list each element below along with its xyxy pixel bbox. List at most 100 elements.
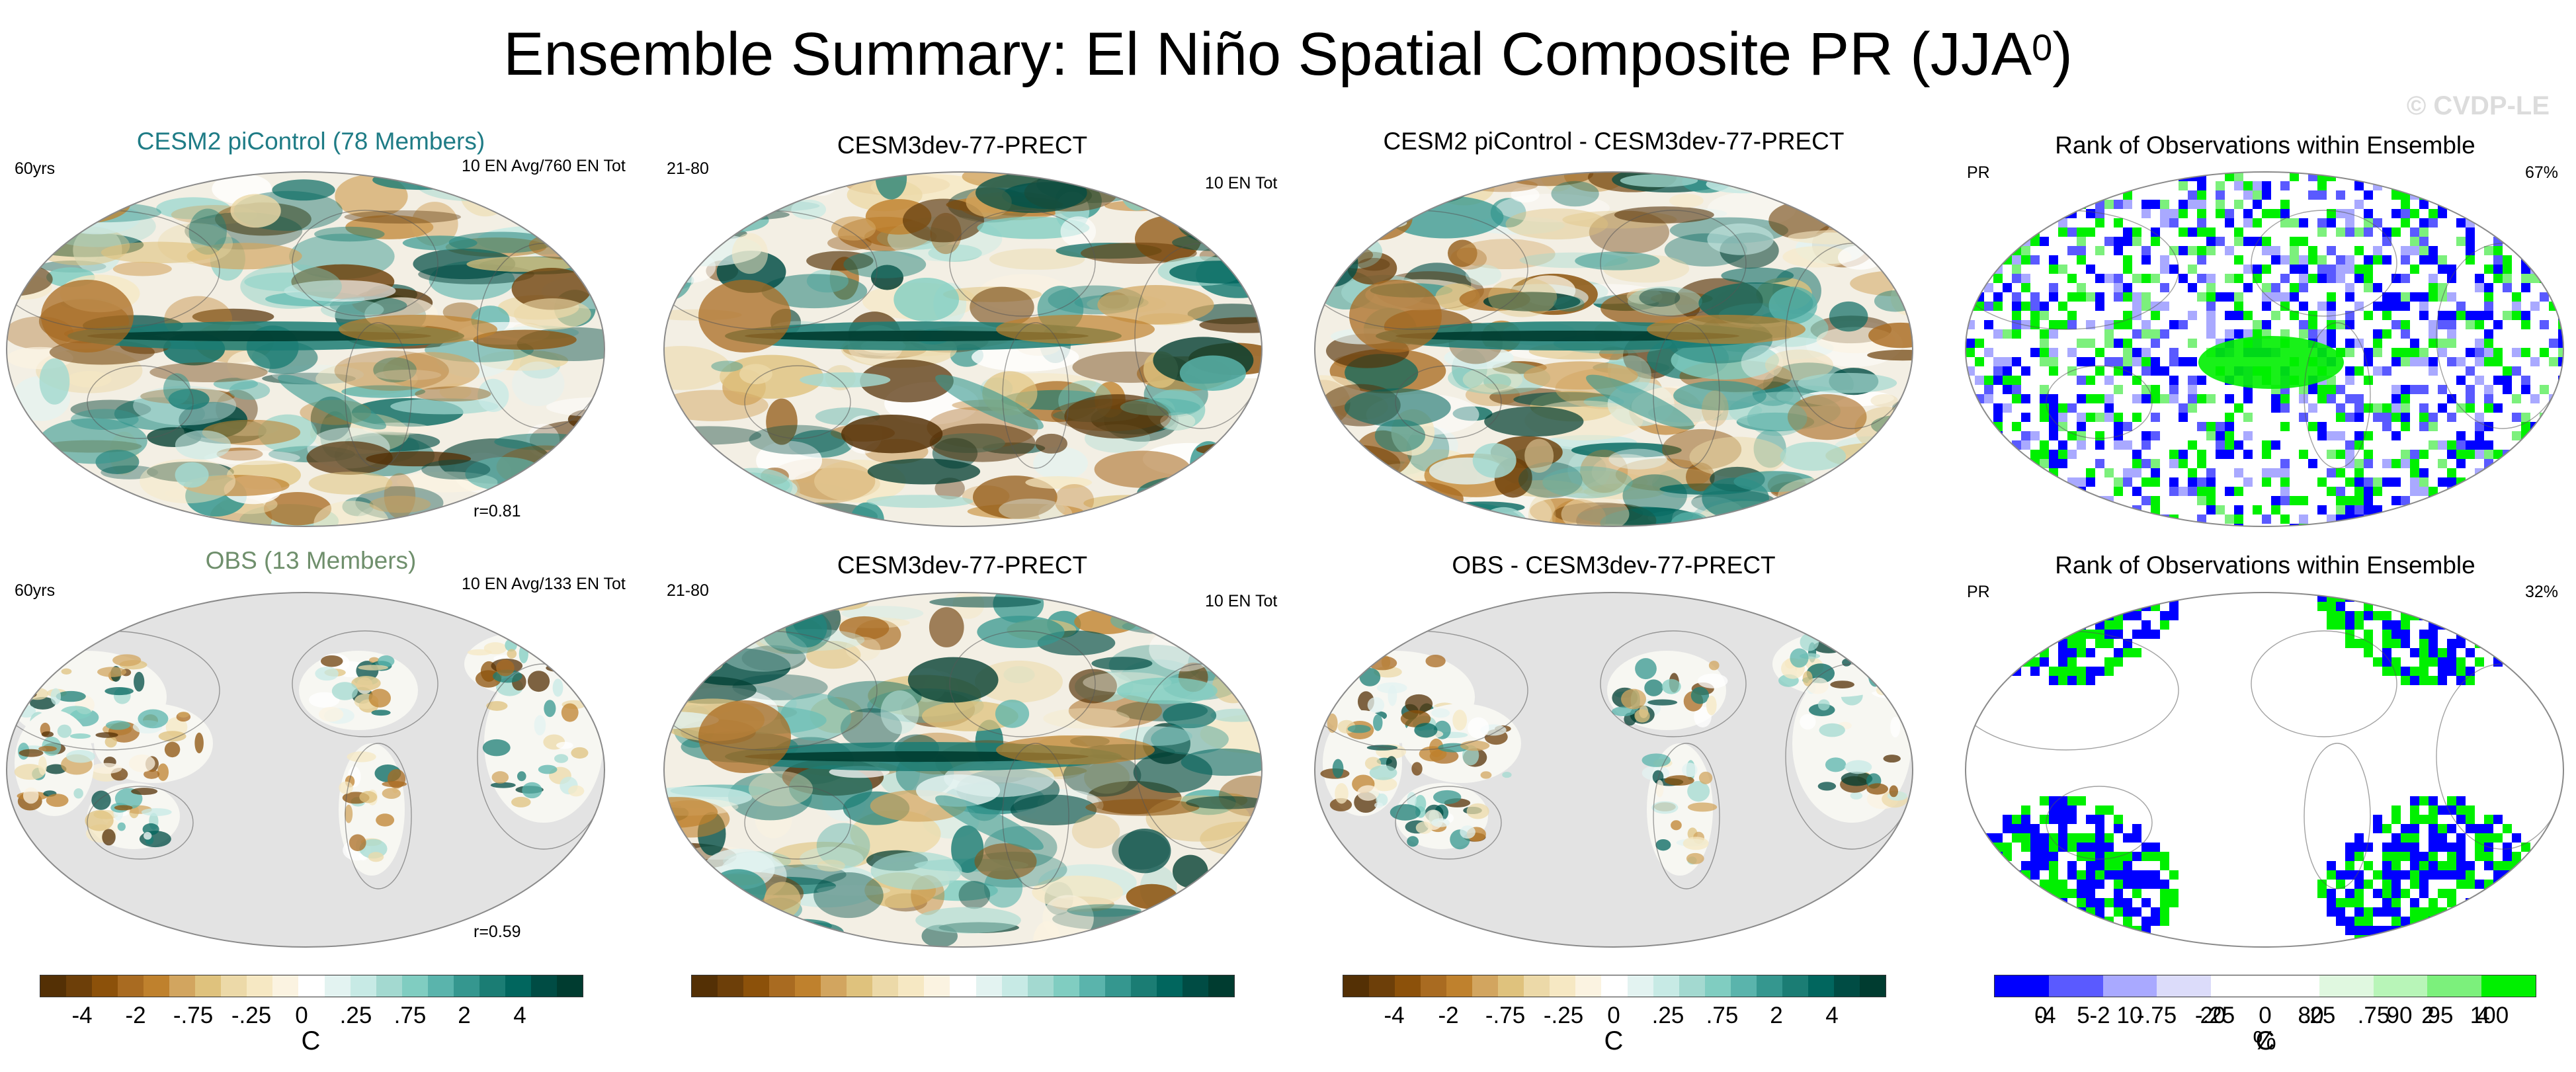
dry-anomaly-atlantic — [339, 315, 497, 344]
rank-cell — [1993, 209, 2003, 218]
rank-cell — [2530, 620, 2540, 630]
rank-cell — [2058, 648, 2067, 657]
colorbar-rank-tick: 100 — [2470, 1003, 2509, 1028]
rank-cell — [1993, 889, 2003, 898]
rank-cell — [2160, 889, 2169, 898]
land-anomaly — [1376, 682, 1407, 694]
rank-cell — [2345, 889, 2354, 898]
rank-cell — [2114, 630, 2123, 639]
rank-cell — [2179, 524, 2188, 526]
anomaly-blob — [1765, 509, 1817, 526]
rank-cell — [2114, 907, 2123, 917]
anomaly-blob — [1144, 192, 1177, 208]
land-anomaly — [491, 771, 509, 784]
rank-cell — [2401, 357, 2410, 366]
rank-cell — [2364, 431, 2373, 440]
rank-cell — [2243, 450, 2253, 459]
anomaly-blob — [850, 502, 884, 526]
rank-cell — [2040, 611, 2049, 620]
rank-cell — [2354, 505, 2364, 515]
rank-cell — [2067, 487, 2077, 496]
rank-cell — [2391, 657, 2401, 667]
rank-cell — [2049, 265, 2058, 274]
rank-cell — [2429, 320, 2438, 329]
anomaly-blob — [67, 371, 112, 388]
rank-cell — [2253, 200, 2262, 209]
rank-cell — [2086, 413, 2095, 422]
rank-cell — [2151, 630, 2160, 639]
rank-cell — [2012, 422, 2021, 431]
anomaly-blob — [192, 308, 274, 325]
rank-cell — [2021, 320, 2030, 329]
land-anomaly — [1367, 697, 1385, 714]
colorbar-swatch — [872, 975, 899, 997]
rank-cell — [2521, 200, 2530, 209]
rank-cell — [2234, 311, 2243, 320]
rank-cell — [2447, 639, 2456, 648]
rank-cell — [2503, 376, 2512, 385]
panel-5-left-label: 60yrs — [15, 581, 56, 600]
rank-cell — [2336, 496, 2345, 505]
rank-cell — [2558, 468, 2563, 477]
anomaly-blob — [692, 503, 772, 515]
rank-cell — [2206, 431, 2216, 440]
rank-cell — [2438, 348, 2447, 357]
rank-cell — [2021, 630, 2030, 639]
rank-cell — [2114, 385, 2123, 394]
rank-cell — [1966, 602, 1975, 611]
rank-cell — [2493, 815, 2503, 824]
rank-cell — [2336, 274, 2345, 283]
rank-cell — [2160, 593, 2169, 602]
anomaly-blob — [1571, 442, 1682, 458]
anomaly-blob — [1172, 199, 1222, 216]
rank-cell — [2512, 639, 2521, 648]
colorbar-swatch — [1053, 975, 1079, 997]
land-anomaly — [1866, 783, 1888, 795]
rank-cell — [2493, 255, 2503, 265]
anomaly-blob — [1169, 261, 1262, 284]
land-anomaly — [1841, 771, 1873, 786]
rank-cell — [2549, 477, 2558, 487]
rank-cell — [2410, 935, 2419, 944]
rank-cell — [1975, 357, 1984, 366]
rank-cell — [2493, 639, 2503, 648]
rank-cell — [2493, 926, 2503, 935]
anomaly-blob — [1383, 172, 1437, 185]
anomaly-blob — [188, 208, 227, 255]
anomaly-blob — [1097, 285, 1214, 325]
rank-cell — [2188, 283, 2197, 292]
rank-cell — [2466, 311, 2475, 320]
rank-cell — [2040, 639, 2049, 648]
rank-cell — [2021, 255, 2030, 265]
rank-cell — [2197, 477, 2206, 487]
anomaly-blob — [460, 172, 511, 217]
rank-cell — [2280, 200, 2290, 209]
rank-cell — [2077, 255, 2086, 265]
rank-cell — [2447, 320, 2456, 329]
rank-cell — [2095, 172, 2104, 181]
rank-cell — [2021, 805, 2030, 815]
rank-cell — [2021, 246, 2030, 255]
rank-cell — [2391, 880, 2401, 889]
rank-cell — [2512, 200, 2521, 209]
rank-cell — [2336, 450, 2345, 459]
anomaly-blob — [416, 172, 524, 202]
rank-cell — [2391, 477, 2401, 487]
anomaly-blob — [1870, 393, 1898, 407]
land-anomaly — [507, 649, 517, 659]
anomaly-blob — [1874, 290, 1913, 312]
rank-cell — [2327, 302, 2336, 311]
rank-cell — [2382, 515, 2391, 524]
rank-cell — [2141, 431, 2151, 440]
land-anomaly — [308, 692, 340, 708]
anomaly-blob — [761, 274, 868, 309]
anomaly-blob — [1186, 796, 1262, 809]
rank-cell — [1993, 639, 2003, 648]
land-anomaly — [26, 687, 49, 700]
rank-cell — [2058, 815, 2067, 824]
rank-cell — [2132, 870, 2141, 880]
rank-cell — [1966, 593, 1975, 602]
rank-cell — [2373, 339, 2382, 348]
rank-cell — [2086, 833, 2095, 843]
rank-cell — [2419, 311, 2429, 320]
